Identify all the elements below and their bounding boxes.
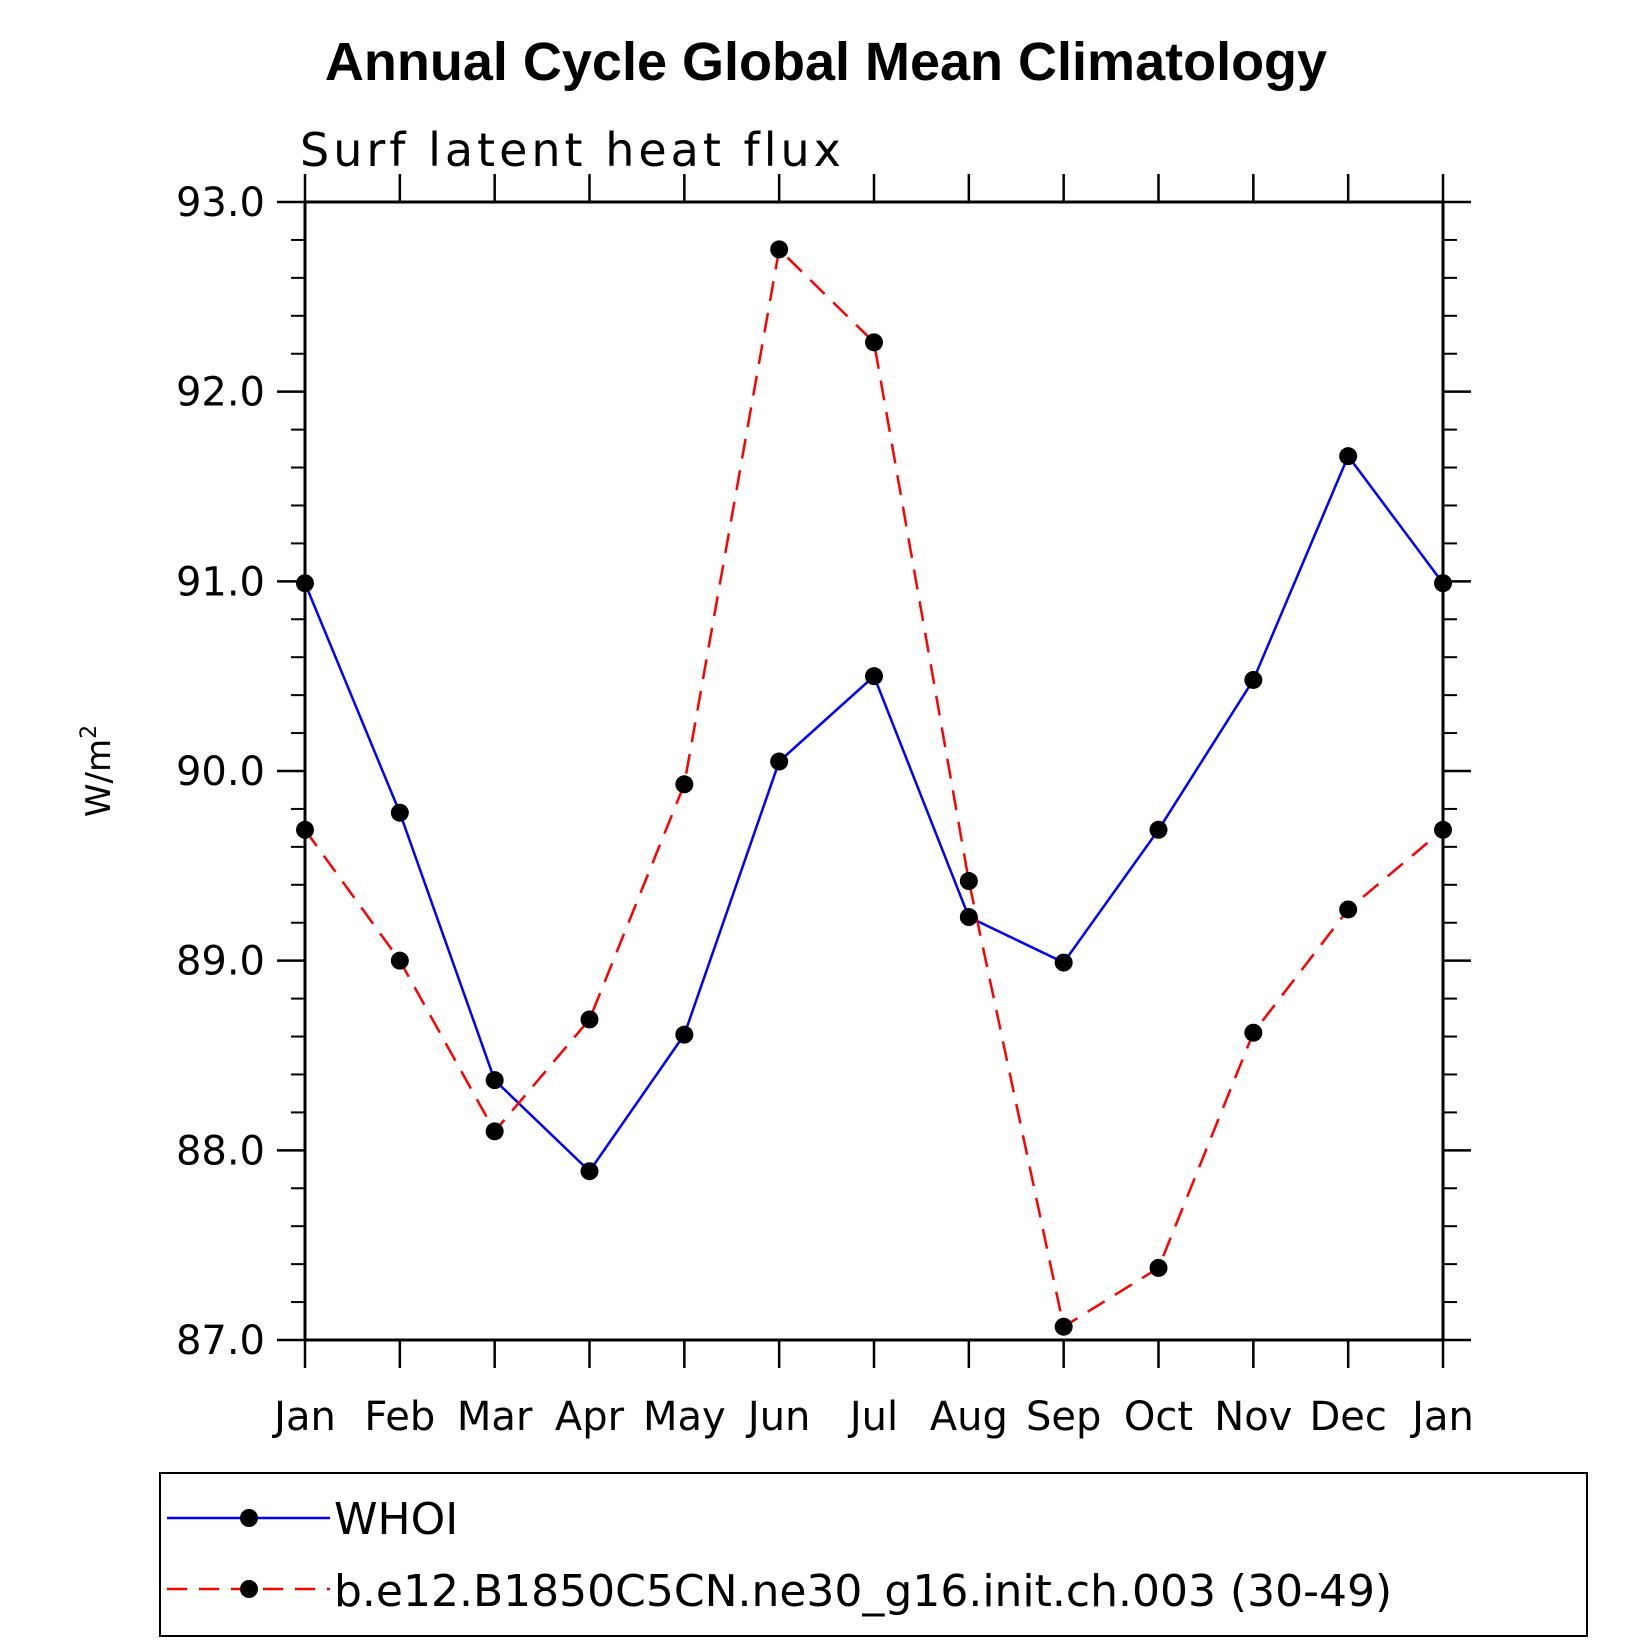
y-tick-label: 89.0: [176, 939, 265, 985]
legend-box: [159, 1472, 1588, 1637]
x-tick-label: Jan: [1409, 1394, 1474, 1440]
x-tick-label: Feb: [364, 1394, 435, 1440]
x-tick-label: Jan: [271, 1394, 336, 1440]
data-point-series-0: [1149, 820, 1168, 839]
chart-subtitle: Surf latent heat flux: [300, 123, 845, 177]
data-point-series-1: [1054, 1317, 1073, 1336]
y-tick-label: 90.0: [176, 749, 265, 795]
y-axis-label: W/m2: [77, 725, 119, 817]
data-point-series-1: [1339, 900, 1358, 919]
data-point-series-0: [1434, 574, 1452, 593]
data-point-series-1: [580, 1010, 599, 1029]
x-tick-label: Nov: [1214, 1394, 1292, 1440]
data-point-series-1: [1149, 1258, 1168, 1277]
y-tick-label: 93.0: [176, 180, 265, 226]
x-tick-label: Mar: [457, 1394, 533, 1440]
data-point-series-1: [485, 1122, 504, 1141]
data-point-series-1: [959, 872, 978, 891]
data-point-series-0: [485, 1071, 504, 1090]
data-point-series-1: [1244, 1023, 1263, 1042]
legend-marker-model: [240, 1580, 258, 1598]
series-line-0: [303, 453, 1445, 1174]
x-tick-label: Jul: [847, 1394, 898, 1440]
y-tick-label: 88.0: [176, 1128, 265, 1174]
data-point-series-0: [580, 1162, 599, 1181]
series-layer: [296, 240, 1452, 1336]
y-tick-label: 91.0: [176, 559, 265, 605]
x-tick-label: Oct: [1124, 1394, 1193, 1440]
y-tick-label: 87.0: [176, 1318, 265, 1364]
data-point-series-1: [865, 333, 883, 352]
data-point-series-0: [675, 1025, 694, 1044]
x-tick-label: Apr: [555, 1394, 625, 1440]
data-point-series-1: [390, 951, 409, 970]
data-point-series-1: [296, 820, 314, 839]
axis-ticks: 87.0 88.0 89.0 90.0 91.0 92.0 93.0 Jan Feb Mar Apr…: [176, 174, 1474, 1440]
x-tick-label: Jun: [745, 1394, 811, 1440]
plot-frame: [303, 200, 1445, 1342]
legend-label-model: b.e12.B1850C5CN.ne30_g16.init.ch.003 (30…: [334, 1566, 1392, 1617]
legend-label-whoi: WHOI: [334, 1494, 458, 1545]
x-tick-label: Aug: [930, 1394, 1008, 1440]
data-point-series-0: [770, 752, 789, 771]
x-tick-label: Sep: [1026, 1394, 1101, 1440]
data-point-series-0: [390, 803, 409, 822]
data-point-series-1: [675, 775, 694, 794]
data-point-series-1: [1434, 820, 1452, 839]
legend-marker-whoi: [240, 1509, 258, 1527]
data-point-series-0: [959, 908, 978, 927]
x-tick-label: May: [643, 1394, 726, 1440]
data-point-series-0: [296, 574, 314, 593]
data-point-series-0: [1339, 447, 1358, 466]
series-line-1: [303, 246, 1444, 1329]
data-point-series-1: [770, 240, 789, 259]
chart-title: Annual Cycle Global Mean Climatology: [325, 32, 1327, 92]
data-point-series-0: [1244, 670, 1263, 689]
y-tick-label: 92.0: [176, 370, 265, 416]
data-point-series-0: [865, 667, 883, 686]
x-tick-label: Dec: [1309, 1394, 1386, 1440]
data-point-series-0: [1054, 953, 1073, 972]
